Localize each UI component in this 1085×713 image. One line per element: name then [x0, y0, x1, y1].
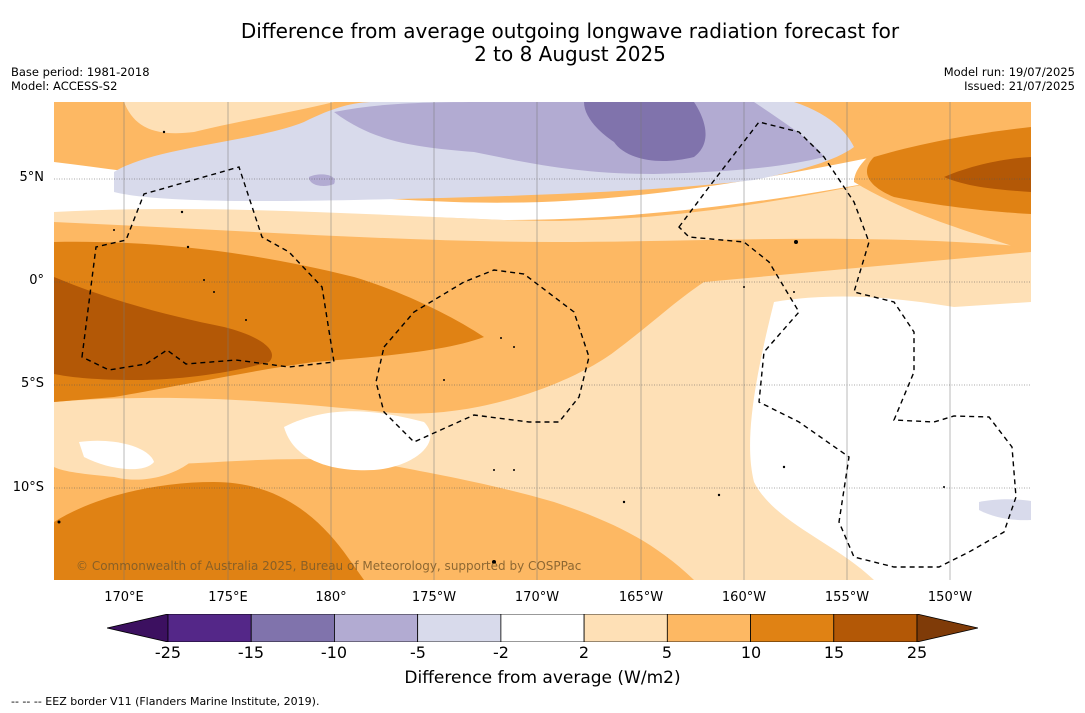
- eez-border-tuvalu: [81, 166, 335, 371]
- chart-title: Difference from average outgoing longwav…: [0, 20, 1085, 66]
- colorbar-bin: [334, 614, 419, 642]
- copyright-credit: © Commonwealth of Australia 2025, Bureau…: [76, 559, 582, 573]
- anomaly-area-north-deep-purple: [584, 102, 706, 162]
- anomaly-area-southwest-white: [79, 440, 154, 470]
- eez-borders: [81, 121, 1017, 568]
- eez-border-kiribati: [678, 121, 1017, 568]
- lon-label-180: 180°: [315, 590, 347, 605]
- anomaly-area-southeast-white: [750, 296, 1031, 580]
- anomaly-area-south-orange: [54, 482, 364, 580]
- eez-legend-note: -- -- -- EEZ border V11 (Flanders Marine…: [11, 695, 320, 708]
- colorbar-tick: -25: [154, 643, 182, 662]
- eez-border-tokelau: [375, 269, 590, 443]
- lon-label-160w: 160°W: [721, 590, 767, 605]
- olr-anomaly-map: [54, 102, 1031, 580]
- colorbar-label: Difference from average (W/m2): [404, 668, 681, 688]
- lat-label-5n: 5°N: [19, 170, 45, 185]
- anomaly-area-east-lavender: [979, 499, 1031, 521]
- colorbar-bin: [250, 614, 335, 642]
- colorbar-tick: 10: [740, 643, 762, 662]
- colorbar-tick: -10: [320, 643, 348, 662]
- colorbar-bin: [666, 614, 751, 642]
- issued-date: Issued: 21/07/2025: [964, 79, 1075, 93]
- title-line-1: Difference from average outgoing longwav…: [240, 19, 900, 43]
- lon-label-175e: 175°E: [208, 590, 248, 605]
- colorbar-tick: 2: [578, 643, 590, 662]
- anomaly-area-coral-sea-white: [284, 411, 431, 471]
- colorbar-tick: -15: [237, 643, 265, 662]
- colorbar-bin: [417, 614, 502, 642]
- title-line-2: 2 to 8 August 2025: [474, 42, 666, 66]
- colorbar-tick: 5: [661, 643, 673, 662]
- base-period: Base period: 1981-2018: [11, 65, 150, 79]
- lon-label-150w: 150°W: [927, 590, 973, 605]
- map-gridlines: [54, 178, 1031, 489]
- colorbar-bin: [833, 614, 918, 642]
- colorbar-tick: -2: [493, 643, 509, 662]
- colorbar-bin: [167, 614, 252, 642]
- islands: [57, 130, 945, 564]
- lon-label-165w: 165°W: [618, 590, 664, 605]
- lat-label-5s: 5°S: [20, 376, 44, 391]
- lon-label-170e: 170°E: [104, 590, 144, 605]
- colorbar-bin: [750, 614, 835, 642]
- map-meridians: [123, 102, 951, 580]
- anomaly-area-northeast-brown: [944, 157, 1031, 192]
- lat-label-10s: 10°S: [12, 480, 44, 495]
- colorbar: [107, 614, 978, 642]
- lon-label-155w: 155°W: [824, 590, 870, 605]
- anomaly-area-equator-dark: [54, 277, 272, 380]
- colorbar-extend-high: [916, 614, 978, 642]
- meta-right: Model run: 19/07/2025 Issued: 21/07/2025: [944, 65, 1075, 93]
- colorbar-extend-low: [107, 614, 169, 642]
- lon-label-175w: 175°W: [411, 590, 457, 605]
- colorbar-bin: [583, 614, 668, 642]
- anomaly-area-north-small-purple: [309, 174, 335, 186]
- anomaly-area-northwest-orange: [54, 102, 128, 162]
- colorbar-tick: 15: [823, 643, 845, 662]
- meta-left: Base period: 1981-2018 Model: ACCESS-S2: [11, 65, 150, 93]
- lat-label-0: 0°: [29, 273, 44, 288]
- anomaly-area-north-light-band: [54, 147, 1031, 247]
- anomaly-area-northwest-light: [124, 102, 334, 134]
- model-run: Model run: 19/07/2025: [943, 65, 1075, 79]
- model-name: Model: ACCESS-S2: [11, 79, 118, 93]
- anomaly-area-northeast-darkorange: [866, 127, 1031, 214]
- colorbar-bin: [500, 614, 585, 642]
- colorbar-tick: 25: [906, 643, 928, 662]
- colorbar-tick: -5: [410, 643, 426, 662]
- lon-label-170w: 170°W: [514, 590, 560, 605]
